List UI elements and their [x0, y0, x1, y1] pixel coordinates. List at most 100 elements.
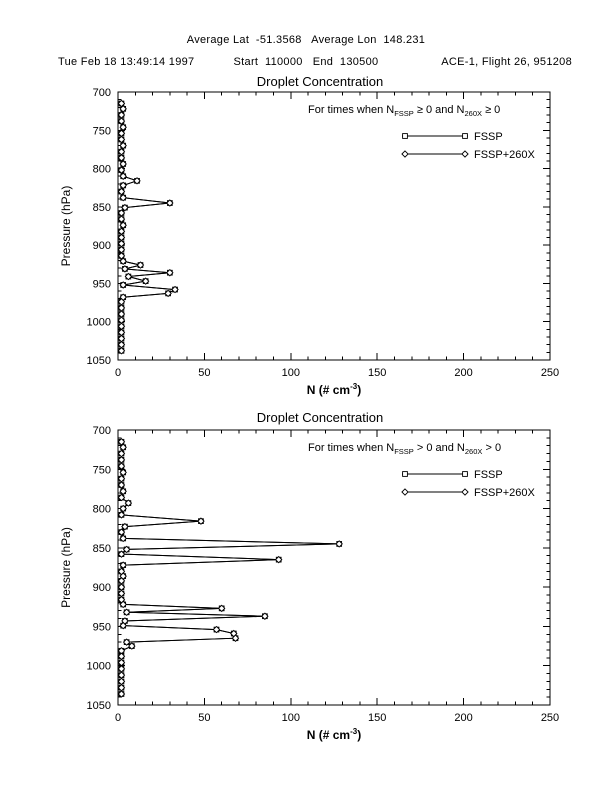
- series-line: [120, 103, 177, 351]
- x-tick-label: 200: [454, 367, 472, 379]
- chart-title: Droplet Concentration: [257, 74, 383, 89]
- square-marker: [402, 133, 408, 139]
- diamond-marker: [119, 600, 127, 609]
- y-tick-label: 700: [93, 425, 111, 437]
- y-tick-label: 1050: [87, 700, 111, 712]
- diamond-marker: [461, 488, 469, 496]
- legend-entry: FSSP+260X: [401, 487, 536, 499]
- bottom-droplet-concentration-chart: Droplet Concentration 0 50 100 150 200 250 700 7…: [59, 410, 559, 742]
- diamond-marker: [119, 123, 127, 131]
- series-fssp: [118, 100, 178, 354]
- diamond-marker: [119, 257, 127, 265]
- x-tick-label: 150: [368, 367, 386, 379]
- header-flight-id: ACE-1, Flight 26, 951208: [441, 56, 572, 68]
- diamond-marker: [119, 561, 127, 569]
- diamond-marker: [119, 443, 127, 452]
- diamond-marker: [124, 272, 133, 281]
- y-tick-label: 900: [93, 582, 111, 594]
- diamond-marker: [121, 203, 129, 212]
- y-axis-label: Pressure (hPa): [59, 186, 73, 267]
- diamond-marker: [401, 150, 409, 158]
- x-tick-label: 250: [541, 367, 559, 379]
- header-datetime: Tue Feb 18 13:49:14 1997: [58, 56, 195, 68]
- diamond-marker: [119, 181, 127, 190]
- condition-annotation: For times when NFSSP ≥ 0 and N260X ≥ 0: [308, 104, 500, 118]
- diamond-marker: [117, 528, 126, 536]
- diamond-marker: [122, 545, 131, 554]
- x-tick-label: 100: [282, 712, 300, 724]
- diamond-marker: [117, 438, 126, 446]
- diamond-marker: [117, 493, 126, 502]
- legend-entry: FSSP: [402, 131, 503, 143]
- diamond-marker: [261, 612, 269, 620]
- series-fssp: [118, 438, 343, 697]
- y-tick-label: 1000: [87, 661, 111, 673]
- x-tick-label: 150: [368, 712, 386, 724]
- legend-entry: FSSP+260X: [401, 149, 536, 161]
- diamond-marker: [119, 172, 127, 180]
- header-average-lat-lon: Average Lat -51.3568 Average Lon 148.231: [186, 34, 426, 46]
- diamond-marker: [197, 517, 205, 525]
- x-tick-label: 250: [541, 712, 559, 724]
- diamond-marker: [119, 504, 127, 513]
- diamond-marker: [166, 199, 174, 207]
- diamond-marker: [117, 550, 126, 558]
- diamond-marker: [117, 252, 126, 260]
- y-tick-label: 950: [93, 278, 111, 290]
- legend-label: FSSP: [474, 131, 503, 143]
- diamond-marker: [119, 141, 127, 150]
- square-marker: [402, 471, 408, 477]
- square-marker: [462, 133, 468, 139]
- diamond-marker: [117, 347, 126, 355]
- x-axis-label: N (# cm-3): [307, 727, 361, 742]
- series-line: [120, 441, 340, 694]
- diamond-marker: [335, 540, 343, 548]
- diamond-marker: [141, 277, 150, 285]
- y-tick-label: 850: [93, 202, 111, 214]
- condition-annotation: For times when NFSSP > 0 and N260X > 0: [308, 442, 501, 456]
- diamond-marker: [117, 187, 126, 196]
- y-tick-label: 1050: [87, 355, 111, 367]
- diamond-marker: [121, 265, 129, 273]
- y-tick-label: 750: [93, 125, 111, 137]
- y-tick-label: 750: [93, 464, 111, 476]
- y-tick-label: 700: [93, 87, 111, 99]
- y-tick-label: 800: [93, 164, 111, 176]
- diamond-marker: [461, 150, 469, 158]
- diamond-marker: [119, 193, 127, 202]
- legend-label: FSSP: [474, 469, 503, 481]
- diamond-marker: [124, 499, 133, 507]
- series-fssp-260x: [117, 438, 343, 698]
- diamond-marker: [136, 261, 145, 269]
- x-tick-label: 0: [115, 712, 121, 724]
- diamond-marker: [117, 690, 126, 698]
- x-tick-label: 50: [198, 367, 210, 379]
- diamond-marker: [119, 221, 127, 229]
- diamond-marker: [212, 625, 221, 634]
- diamond-marker: [133, 177, 141, 185]
- x-tick-label: 0: [115, 367, 121, 379]
- y-tick-label: 850: [93, 543, 111, 555]
- y-axis-label: Pressure (hPa): [59, 527, 73, 608]
- y-tick-label: 900: [93, 240, 111, 252]
- diamond-marker: [119, 487, 127, 496]
- series-fssp-260x: [117, 99, 179, 355]
- diamond-marker: [117, 154, 126, 162]
- legend-label: FSSP+260X: [474, 487, 536, 499]
- x-axis-label: N (# cm-3): [307, 382, 361, 397]
- diamond-marker: [117, 117, 126, 125]
- series-line: [120, 103, 177, 351]
- x-tick-label: 100: [282, 367, 300, 379]
- header-start-end: Start 110000 End 130500: [233, 56, 379, 68]
- legend-label: FSSP+260X: [474, 149, 536, 161]
- diamond-marker: [119, 534, 127, 543]
- legend-entry: FSSP: [402, 469, 503, 481]
- x-tick-label: 50: [198, 712, 210, 724]
- diamond-marker: [117, 481, 126, 489]
- diamond-marker: [128, 642, 136, 650]
- y-tick-label: 950: [93, 621, 111, 633]
- chart-title: Droplet Concentration: [257, 410, 383, 425]
- diamond-marker: [119, 621, 127, 630]
- diamond-marker: [119, 281, 127, 289]
